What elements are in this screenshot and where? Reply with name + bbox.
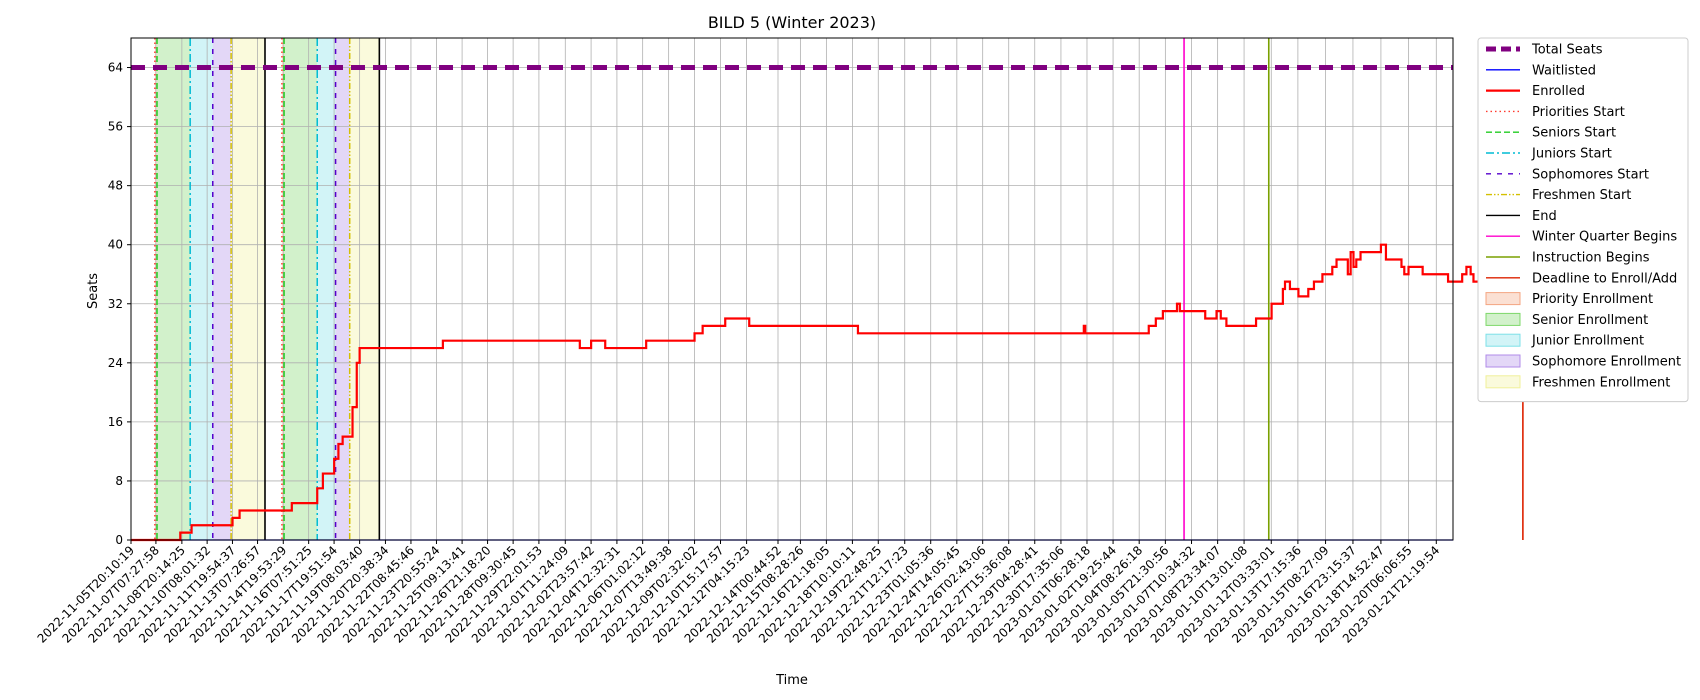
legend-swatch — [1485, 292, 1521, 306]
chart-title: BILD 5 (Winter 2023) — [708, 13, 876, 32]
legend-item-freshmen-start: Freshmen Start — [1486, 188, 1631, 203]
legend-label: Instruction Begins — [1532, 251, 1650, 266]
y-tick-label: 48 — [108, 179, 123, 193]
legend-item-winter-quarter-begins: Winter Quarter Begins — [1486, 230, 1677, 245]
senior-enrollment-band-1 — [156, 38, 191, 540]
x-axis-ticks: 2022-11-05T20:10:192022-11-07T07:27:5820… — [35, 540, 1442, 646]
legend-label: Total Seats — [1531, 43, 1603, 58]
y-tick-label: 16 — [108, 415, 123, 429]
y-axis-ticks: 0 8 16 24 32 40 48 56 64 — [108, 61, 131, 547]
legend-item-deadline-to-enroll-add: Deadline to Enroll/Add — [1486, 271, 1677, 286]
legend-label: Enrolled — [1532, 84, 1585, 99]
grid — [130, 38, 1453, 541]
legend-label: Senior Enrollment — [1532, 313, 1648, 328]
legend-item-priority-enrollment: Priority Enrollment — [1485, 292, 1653, 307]
legend-item-waitlisted: Waitlisted — [1486, 63, 1596, 78]
enrollment-period-shading — [154, 38, 380, 540]
sophomore-enrollment-band-1 — [212, 38, 232, 540]
legend-item-enrolled: Enrolled — [1486, 84, 1585, 99]
legend-swatch — [1485, 375, 1521, 389]
freshmen-enrollment-band-2 — [349, 38, 380, 540]
y-tick-label: 40 — [108, 238, 123, 252]
legend-item-end: End — [1486, 209, 1557, 224]
legend-label: End — [1532, 209, 1557, 224]
sophomore-enrollment-band-2 — [335, 38, 350, 540]
y-tick-label: 8 — [115, 474, 123, 488]
junior-enrollment-band-2 — [317, 38, 336, 540]
legend-label: Waitlisted — [1532, 63, 1596, 78]
plot-frame — [130, 37, 1454, 541]
y-tick-label: 56 — [108, 120, 123, 134]
junior-enrollment-band-1 — [190, 38, 213, 540]
legend-label: Sophomores Start — [1532, 167, 1649, 182]
y-tick-label: 64 — [108, 61, 123, 75]
legend-item-sophomores-start: Sophomores Start — [1486, 167, 1649, 182]
y-tick-label: 32 — [108, 297, 123, 311]
legend-label: Freshmen Enrollment — [1532, 375, 1670, 390]
y-tick-label: 24 — [108, 356, 123, 370]
vertical-markers — [154, 38, 1524, 540]
senior-enrollment-band-2 — [284, 38, 318, 540]
legend-swatch — [1485, 354, 1521, 368]
legend-item-priorities-start: Priorities Start — [1486, 105, 1625, 120]
legend-item-freshmen-enrollment: Freshmen Enrollment — [1485, 375, 1670, 390]
legend-swatch — [1485, 333, 1521, 347]
legend-item-sophomore-enrollment: Sophomore Enrollment — [1485, 354, 1681, 370]
legend-item-seniors-start: Seniors Start — [1486, 126, 1616, 141]
legend-label: Winter Quarter Begins — [1532, 230, 1677, 245]
legend-label: Priorities Start — [1532, 105, 1625, 120]
legend-item-instruction-begins: Instruction Begins — [1486, 251, 1650, 266]
x-axis-label: Time — [775, 673, 808, 688]
legend-label: Seniors Start — [1532, 126, 1616, 141]
legend-item-junior-enrollment: Junior Enrollment — [1485, 333, 1644, 349]
legend-label: Freshmen Start — [1532, 188, 1631, 203]
freshmen-enrollment-band-1 — [231, 38, 265, 540]
legend-label: Juniors Start — [1531, 147, 1612, 162]
legend-item-juniors-start: Juniors Start — [1486, 147, 1612, 162]
legend-item-total-seats: Total Seats — [1486, 43, 1603, 58]
legend-label: Deadline to Enroll/Add — [1532, 271, 1677, 286]
y-axis-label: Seats — [86, 273, 101, 309]
legend-label: Sophomore Enrollment — [1532, 355, 1681, 370]
legend-item-senior-enrollment: Senior Enrollment — [1485, 312, 1648, 328]
legend-label: Junior Enrollment — [1531, 334, 1644, 349]
legend-swatch — [1485, 312, 1521, 326]
legend: Total Seats Waitlisted Enrolled Priorities … — [1477, 37, 1689, 403]
legend-label: Priority Enrollment — [1532, 292, 1653, 307]
legend-box — [1477, 37, 1689, 403]
y-tick-label: 0 — [115, 533, 123, 547]
enrolled-line — [131, 236, 1547, 542]
